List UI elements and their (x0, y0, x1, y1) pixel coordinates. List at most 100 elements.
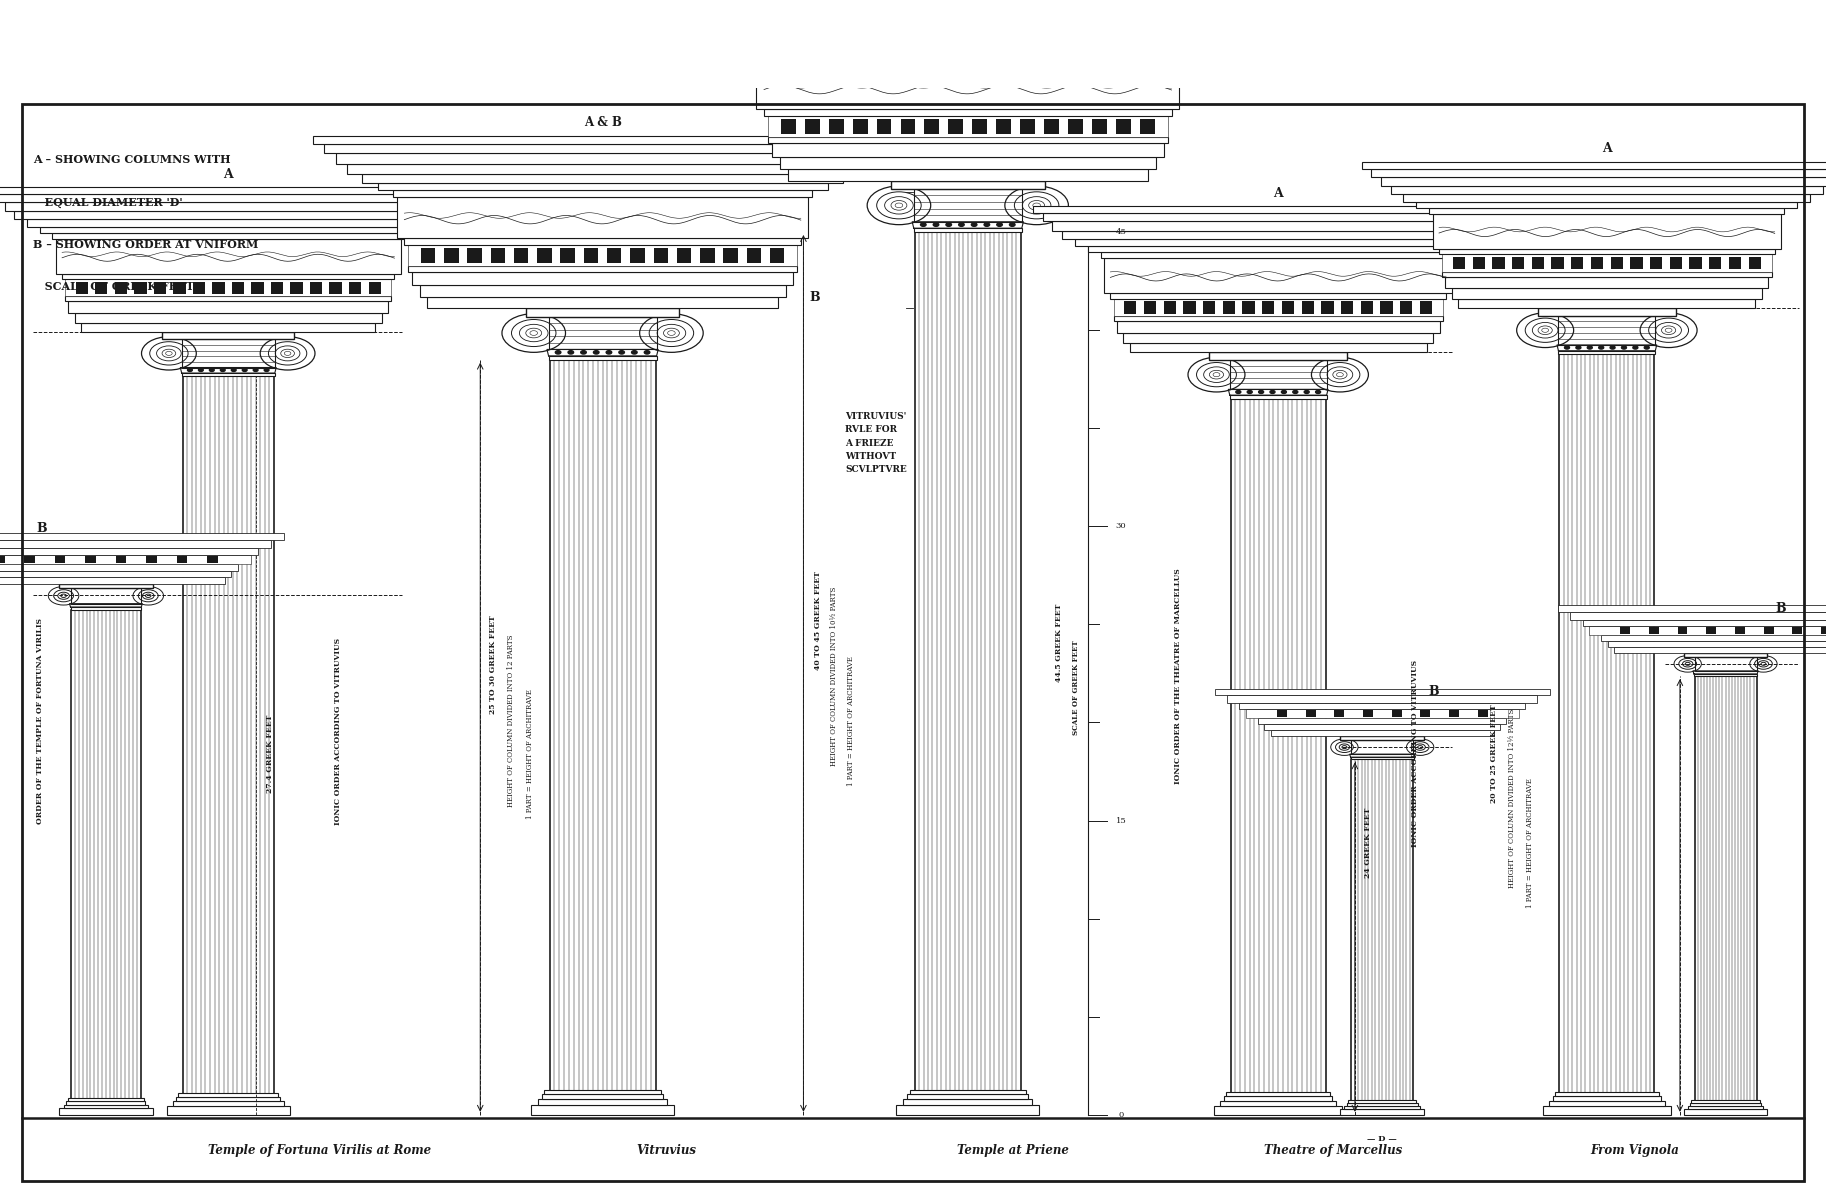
Bar (1118, 321, 1439, 333)
Bar (1695, 657, 1757, 671)
Bar (1669, 258, 1682, 270)
Bar (24, 556, 35, 563)
Circle shape (568, 351, 573, 355)
Bar (153, 282, 166, 294)
Circle shape (984, 223, 990, 226)
Bar (1620, 628, 1631, 634)
Bar (1821, 628, 1826, 634)
Text: IONIC ORDER ACCORDING TO VITRUVIUS: IONIC ORDER ACCORDING TO VITRUVIUS (334, 639, 341, 825)
Text: 20 TO 25 GREEK FEET: 20 TO 25 GREEK FEET (1490, 704, 1497, 803)
Bar (630, 248, 645, 262)
Bar (1611, 258, 1623, 270)
Bar (62, 273, 394, 279)
Bar (1360, 302, 1373, 314)
Bar (1651, 258, 1662, 270)
Bar (1492, 258, 1505, 270)
Bar (736, 52, 1200, 59)
Circle shape (920, 223, 926, 226)
Text: 30: 30 (1116, 522, 1127, 531)
Bar (1258, 718, 1506, 724)
Bar (1105, 258, 1452, 294)
Bar (1231, 399, 1326, 1093)
Bar (1446, 277, 1768, 289)
Bar (1548, 1101, 1665, 1106)
Bar (853, 119, 867, 134)
Bar (1607, 641, 1826, 647)
Circle shape (619, 351, 624, 355)
Bar (1044, 119, 1059, 134)
Bar (1282, 302, 1295, 314)
Bar (1512, 258, 1525, 270)
Bar (1649, 628, 1658, 634)
Bar (1695, 676, 1757, 1100)
Bar (1214, 1106, 1342, 1114)
Bar (312, 135, 893, 144)
Bar (336, 153, 869, 164)
Circle shape (933, 223, 939, 226)
Bar (756, 66, 1180, 109)
Bar (1695, 674, 1757, 676)
Bar (71, 588, 141, 604)
Bar (208, 556, 217, 563)
Bar (1391, 710, 1402, 716)
Bar (1245, 709, 1519, 718)
Bar (1088, 247, 1468, 252)
Bar (0, 540, 270, 549)
Circle shape (1621, 346, 1627, 349)
Bar (1552, 1096, 1662, 1101)
Circle shape (959, 223, 964, 226)
Bar (1362, 710, 1373, 716)
Circle shape (632, 351, 637, 355)
Bar (66, 296, 391, 301)
Bar (1443, 254, 1771, 272)
Bar (1558, 605, 1826, 612)
Polygon shape (1558, 345, 1656, 351)
Bar (891, 181, 1044, 189)
Bar (1068, 119, 1083, 134)
Bar (1558, 351, 1656, 355)
Bar (1262, 302, 1275, 314)
Bar (95, 282, 108, 294)
Text: B: B (1775, 603, 1786, 615)
Bar (0, 570, 232, 577)
Text: A & B: A & B (584, 116, 621, 129)
Bar (909, 1090, 1026, 1094)
Text: 27.4 GREEK FEET: 27.4 GREEK FEET (267, 715, 274, 793)
Circle shape (1600, 346, 1603, 349)
Bar (420, 248, 435, 262)
Bar (396, 196, 809, 238)
Bar (782, 119, 796, 134)
Bar (172, 1101, 285, 1107)
Bar (1306, 710, 1315, 716)
Bar (1421, 710, 1430, 716)
Bar (27, 219, 429, 226)
Text: A – SHOWING COLUMNS WITH: A – SHOWING COLUMNS WITH (33, 155, 230, 165)
Bar (763, 109, 1172, 115)
Bar (173, 282, 186, 294)
Bar (1589, 625, 1826, 635)
Bar (1348, 1100, 1417, 1102)
Bar (1729, 258, 1742, 270)
Bar (1344, 1106, 1421, 1109)
Bar (252, 282, 263, 294)
Text: From Vignola: From Vignola (1590, 1144, 1678, 1157)
Bar (378, 183, 827, 189)
Bar (491, 248, 506, 262)
Text: 24 GREEK FEET: 24 GREEK FEET (1364, 807, 1371, 878)
Bar (1590, 258, 1603, 270)
Bar (77, 282, 88, 294)
Bar (404, 238, 802, 244)
Circle shape (254, 369, 257, 371)
Polygon shape (181, 368, 276, 373)
Text: ORDER OF THE TEMPLE OF FORTUNA VIRILIS: ORDER OF THE TEMPLE OF FORTUNA VIRILIS (37, 618, 44, 823)
Bar (325, 144, 880, 153)
Bar (69, 301, 389, 313)
Bar (409, 266, 796, 272)
Bar (1537, 308, 1676, 315)
Bar (1209, 352, 1348, 359)
Bar (548, 356, 657, 359)
Bar (1092, 119, 1107, 134)
Bar (694, 22, 1242, 32)
Bar (1552, 258, 1563, 270)
Bar (0, 555, 250, 564)
